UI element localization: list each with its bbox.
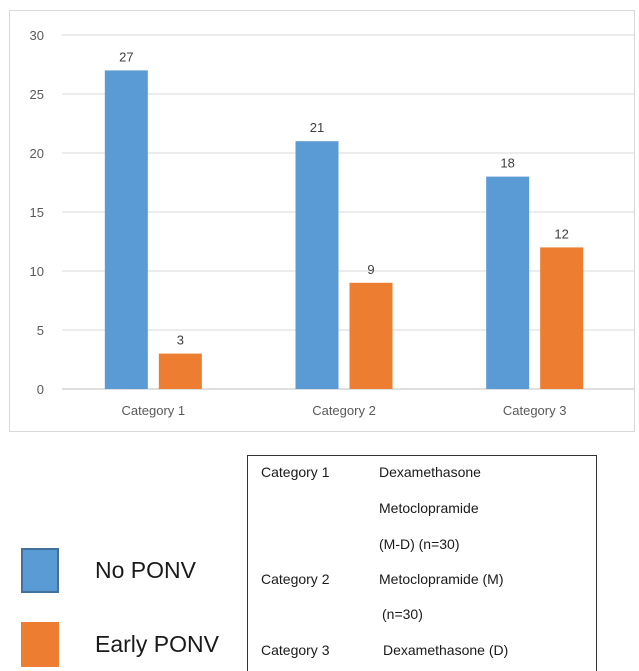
key-category-3-line-1: Dexamethasone (D) [383, 642, 509, 658]
y-tick-label: 30 [30, 28, 44, 43]
data-label: 9 [367, 262, 374, 277]
key-category-2-name: Category 2 [261, 571, 330, 587]
data-label: 18 [500, 156, 514, 171]
key-category-3-name: Category 3 [261, 642, 330, 658]
data-label: 12 [554, 226, 568, 241]
key-category-1-line-1: Dexamethasone [379, 464, 481, 480]
key-category-2-line-2: (n=30) [382, 606, 423, 622]
legend-swatch-early-ponv [21, 621, 59, 667]
key-category-1-name: Category 1 [261, 464, 330, 480]
legend-label-no-ponv: No PONV [95, 556, 196, 583]
bar-chart: 0 5 10 15 20 25 30 27 3 Category 1 21 9 Category 2 18… [30, 28, 634, 418]
key-category-1-line-3: (M-D) (n=30) [379, 536, 460, 552]
key-category-1-line-2: Metoclopramide [379, 500, 479, 516]
data-label: 27 [119, 49, 133, 64]
y-tick-label: 15 [30, 205, 44, 220]
legend-swatch-no-ponv [21, 547, 59, 593]
category-key-box: Category 1 Dexamethasone Metoclopramide … [247, 455, 597, 671]
x-tick-label: Category 3 [503, 403, 567, 418]
key-category-2-line-1: Metoclopramide (M) [379, 571, 504, 587]
legend-item-no-ponv: No PONV [21, 545, 196, 595]
chart-frame: 0 5 10 15 20 25 30 27 3 Category 1 21 9 Category 2 18… [9, 10, 635, 432]
x-tick-label: Category 2 [312, 403, 376, 418]
data-label: 3 [177, 333, 184, 348]
bar [349, 282, 393, 389]
y-tick-label: 5 [37, 323, 44, 338]
bar [158, 353, 202, 389]
y-tick-label: 0 [37, 382, 44, 397]
y-tick-label: 20 [30, 146, 44, 161]
bar [540, 247, 584, 389]
y-tick-label: 25 [30, 87, 44, 102]
y-tick-label: 10 [30, 264, 44, 279]
legend: No PONV Early PONV [21, 545, 251, 671]
bar [104, 70, 148, 390]
legend-item-early-ponv: Early PONV [21, 619, 219, 669]
legend-label-early-ponv: Early PONV [95, 630, 219, 657]
x-tick-label: Category 1 [122, 403, 186, 418]
bar [486, 176, 530, 389]
bar [295, 141, 339, 389]
data-label: 21 [310, 120, 324, 135]
